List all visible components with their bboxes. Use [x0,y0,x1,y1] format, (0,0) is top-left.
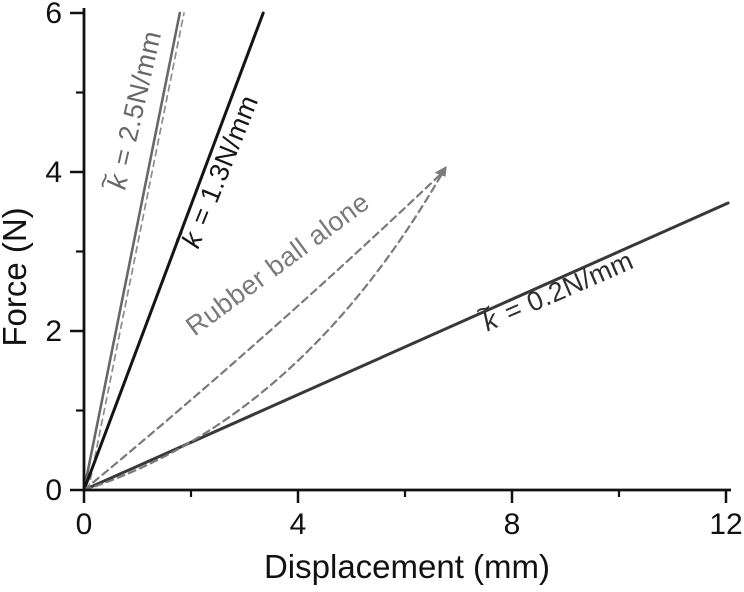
x-tick-label: 0 [76,508,93,541]
x-tick-label: 8 [504,508,521,541]
line-label: k~ = 1.3N/mm [162,86,264,255]
line-label: k~ = 0.2N/mm [470,233,638,338]
y-tick-label: 6 [45,0,62,30]
x-tick-label: 4 [290,508,307,541]
x-tick-label: 12 [709,508,742,541]
y-tick-label: 4 [45,156,62,189]
line-label: k~ = 2.5N/mm [88,25,167,195]
series-spring-k-1.3N-per-mm [82,11,265,492]
y-axis-title: Force (N) [0,207,33,346]
series-rubber-ball-alone-lower [82,170,445,492]
axis-spines [82,8,731,492]
y-tick-label: 2 [45,315,62,348]
loop-direction-arrow [434,165,447,177]
y-tick-label: 0 [45,474,62,507]
series-spring-k-2.5N-per-mm-return [87,12,185,491]
series-rubber-ball-alone-upper [82,170,445,492]
x-axis-title: Displacement (mm) [264,548,550,585]
series-spring-k-0.2N-per-mm [82,201,730,492]
series-spring-k-2.5N-per-mm [82,11,182,492]
